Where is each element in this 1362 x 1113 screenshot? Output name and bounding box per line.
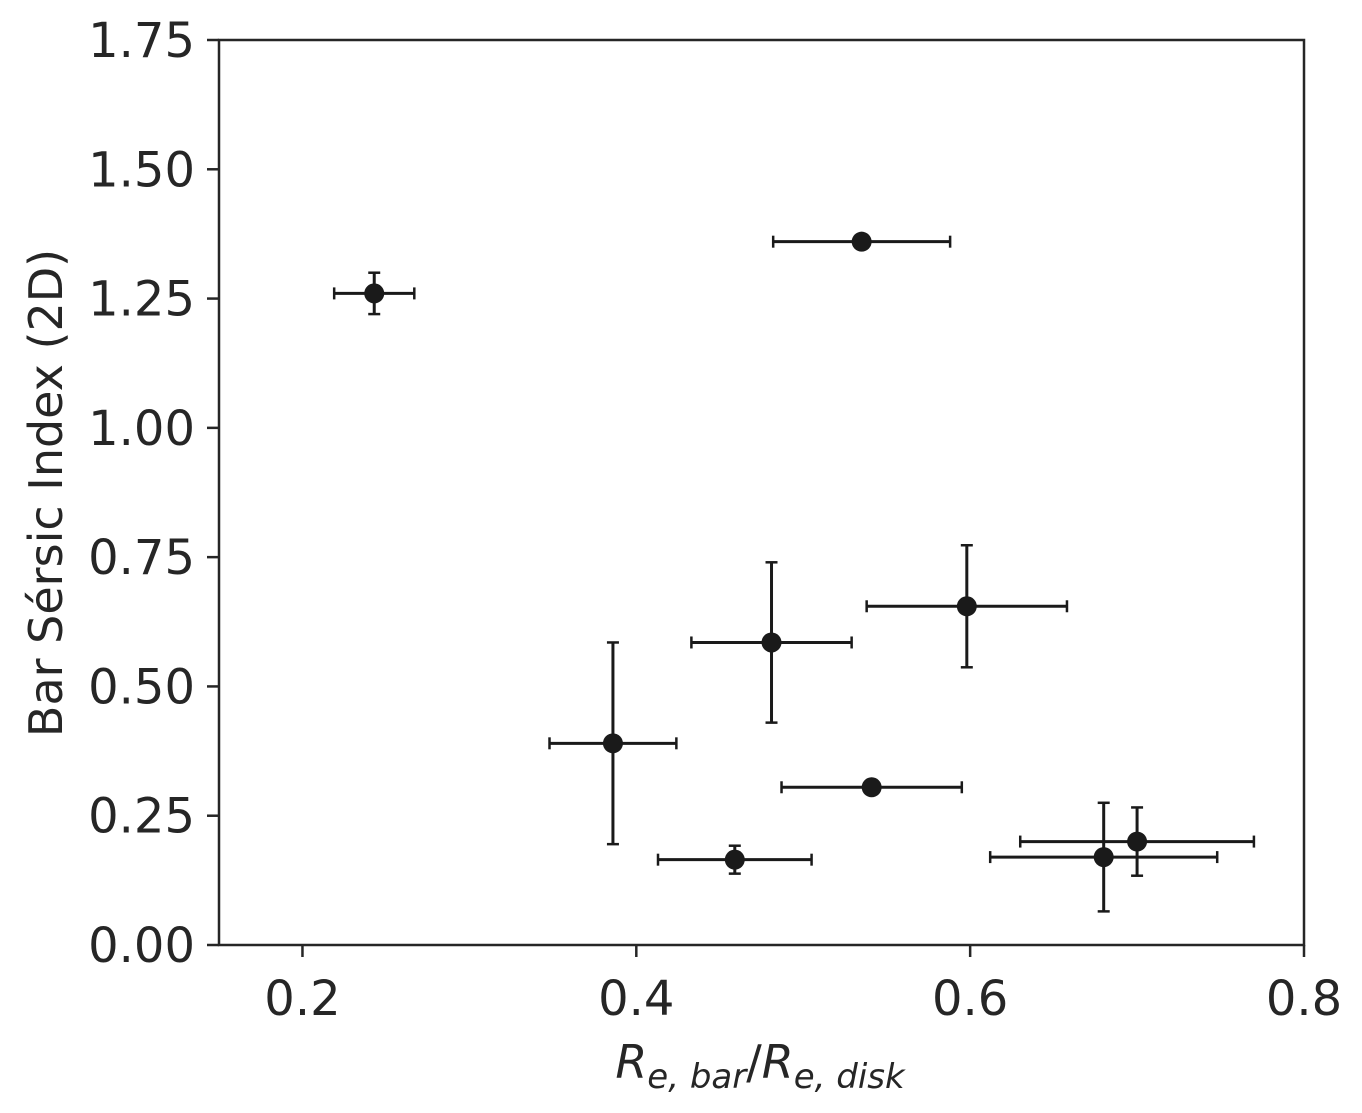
x-label-slash: / xyxy=(746,1035,762,1089)
x-label-sub1: e, bar xyxy=(647,1057,748,1097)
x-tick-label: 0.2 xyxy=(264,971,340,1027)
y-tick-label: 1.25 xyxy=(88,272,195,328)
data-point xyxy=(956,596,977,617)
x-label-sub2: e, disk xyxy=(794,1057,906,1097)
axes xyxy=(217,38,1306,947)
ticks: 0.2 0.4 0.6 0.8 0.00 0.25 0.50 0.75 1.00 1.25 1.50… xyxy=(88,13,1342,1027)
data-point xyxy=(761,632,782,653)
x-tick-label: 0.8 xyxy=(1266,971,1342,1027)
y-axis-label: Bar Sérsic Index (2D) xyxy=(19,249,73,737)
x-tick-label: 0.6 xyxy=(932,971,1008,1027)
y-tick-label: 0.00 xyxy=(88,918,195,974)
y-tick-label: 0.50 xyxy=(88,659,195,715)
y-tick-label: 0.75 xyxy=(88,530,195,586)
error-bars xyxy=(332,235,1256,913)
x-label-r1: R xyxy=(615,1035,647,1089)
y-tick-label: 1.75 xyxy=(88,13,195,69)
data-points xyxy=(364,231,1148,870)
data-point xyxy=(364,283,385,304)
x-axis-label: Re, bar/Re, disk xyxy=(615,1035,906,1097)
x-tick-label: 0.4 xyxy=(598,971,674,1027)
y-tick-label: 0.25 xyxy=(88,789,195,845)
data-point xyxy=(851,231,872,252)
data-point xyxy=(1127,831,1148,852)
x-label-r2: R xyxy=(762,1035,794,1089)
data-point xyxy=(861,777,882,798)
data-point xyxy=(724,849,745,870)
data-point xyxy=(1093,847,1114,868)
y-tick-label: 1.50 xyxy=(88,142,195,198)
plot-frame xyxy=(217,38,1306,947)
data-point xyxy=(602,733,623,754)
y-tick-label: 1.00 xyxy=(88,401,195,457)
